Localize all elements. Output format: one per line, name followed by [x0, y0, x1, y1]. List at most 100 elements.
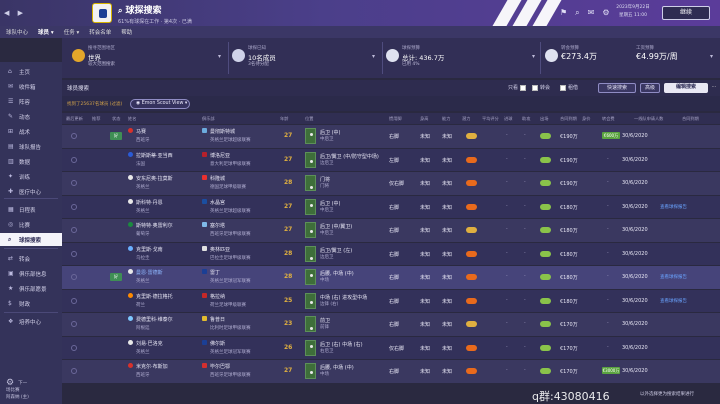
- status-indicator[interactable]: [71, 203, 77, 210]
- sidebar-item[interactable]: ☰ 阵容: [0, 95, 62, 108]
- status-indicator[interactable]: [71, 297, 77, 304]
- menu-item[interactable]: 转会名单: [89, 30, 112, 36]
- settings-icon[interactable]: ⚙: [6, 378, 15, 388]
- column-header[interactable]: 身价: [582, 116, 591, 121]
- status-indicator[interactable]: [71, 250, 77, 257]
- club-name[interactable]: 毕尔巴鄂: [210, 364, 231, 370]
- club-name[interactable]: 水晶宫: [210, 199, 226, 206]
- club-badge[interactable]: [92, 3, 112, 23]
- more-icon[interactable]: ⋯: [711, 84, 717, 90]
- club-name[interactable]: 佛尔斯: [210, 340, 226, 347]
- menu-item[interactable]: 任务 ▾: [63, 30, 80, 36]
- filter-check[interactable]: 只看: [508, 84, 527, 91]
- summary-panel-wage-budget[interactable]: 工资预算 €4.99万/周 ▾: [620, 43, 715, 73]
- table-row[interactable]: 克里斯·德拉格托 荷兰 格拉纳 荷兰足球甲级联赛 25 中场 (右) 进攻型中场 边锋 (右…: [62, 289, 720, 312]
- table-row[interactable]: 好 马赛 西班牙 曼彻斯特城 英格兰足球超级联赛 27 后卫 (中) 中后卫 右脚 未知 未知 - - €…: [62, 125, 720, 148]
- advanced-button[interactable]: 高级: [640, 83, 660, 93]
- scout-report-link[interactable]: 查看球探报告: [660, 275, 687, 280]
- column-header[interactable]: 推荐: [92, 116, 101, 121]
- table-row[interactable]: 安东尼奥·拉莫斯 英格兰 科隆城 德国足球甲级联赛 28 门将 门将 仅右脚 未知 未知 - - €19…: [62, 172, 720, 195]
- table-row[interactable]: 拉斯斯蒂·亚当西 法国 博洛尼亚 意大利足球甲级联赛 27 后卫/翼卫 (中/防守型中场)…: [62, 148, 720, 171]
- menu-item[interactable]: 球员 ▾: [38, 30, 54, 36]
- sidebar-item[interactable]: ✎ 动态: [0, 110, 62, 123]
- column-header[interactable]: 平均评分: [482, 116, 499, 121]
- loan-check[interactable]: 租借: [560, 84, 578, 91]
- club-name[interactable]: 奥林匹亚: [210, 246, 231, 253]
- sidebar-item[interactable]: ⌂ 主页: [0, 65, 62, 78]
- sidebar-item[interactable]: ⇄ 转会: [0, 252, 62, 265]
- nav-arrows-icon[interactable]: ◀ ▶: [4, 9, 26, 17]
- sidebar-item[interactable]: ✚ 医疗中心: [0, 185, 62, 198]
- column-header[interactable]: 合同到期: [560, 116, 577, 121]
- table-row[interactable]: 克里斯·戈南 乌拉圭 奥林匹亚 巴拉圭足球甲级联赛 28 后卫/翼卫 (左) 边后卫 右脚 未知…: [62, 242, 720, 265]
- chevron-down-icon[interactable]: ▾: [710, 53, 714, 60]
- status-indicator[interactable]: [71, 156, 77, 163]
- edit-search-button[interactable]: 编辑搜索: [664, 83, 708, 93]
- checkbox[interactable]: [560, 84, 566, 91]
- status-indicator[interactable]: [71, 344, 77, 351]
- chevron-down-icon[interactable]: ▾: [532, 53, 536, 60]
- menu-item[interactable]: 球队中心: [6, 30, 29, 36]
- sidebar-item[interactable]: ✉ 收件箱: [0, 80, 62, 93]
- checkbox[interactable]: [532, 84, 538, 91]
- table-row[interactable]: 斯特特·奥雷利尔 葡萄牙 塞尔塔 西班牙足球甲级联赛 27 后卫 (中/翼卫) 中后卫 右脚 未…: [62, 219, 720, 242]
- sidebar-item[interactable]: ⊞ 战术: [0, 125, 62, 138]
- sidebar-item[interactable]: ★ 俱乐部愿景: [0, 282, 62, 295]
- table-row[interactable]: 好 曼恩·雷德斯 英格兰 雷丁 英格兰足球冠军联赛 28 后腰, 中场 (中) 中场 右脚 未知 未…: [62, 266, 720, 289]
- column-header[interactable]: 状态: [112, 116, 121, 121]
- player-name[interactable]: 克里斯·戈南: [136, 246, 163, 253]
- status-indicator[interactable]: [71, 321, 77, 327]
- club-name[interactable]: 曼彻斯特城: [210, 129, 236, 135]
- sidebar-item[interactable]: ❖ 培养中心: [0, 315, 62, 328]
- status-indicator[interactable]: [71, 274, 77, 280]
- sidebar-item[interactable]: ✦ 训练: [0, 170, 62, 183]
- scout-report-link[interactable]: 查看球探报告: [660, 298, 687, 304]
- table-row[interactable]: 米克尔·布斯加 西班牙 毕尔巴鄂 西班牙足球甲级联赛 27 后腰, 中场 (中) 中场 右脚 未…: [62, 360, 720, 383]
- table-row[interactable]: 斯科特·丹恩 英格兰 水晶宫 英格兰足球超级联赛 27 后卫 (中) 中后卫 右脚 未知 未知 - -…: [62, 195, 720, 218]
- menu-item[interactable]: 帮助: [121, 30, 133, 36]
- continue-button[interactable]: 继续: [662, 6, 710, 20]
- player-name[interactable]: 斯特特·奥雷利尔: [136, 223, 173, 229]
- table-row[interactable]: 刘易·巴洛克 英格兰 佛尔斯 英格兰足球冠军联赛 26 后卫 (右) 中场 (右) 右后卫 仅…: [62, 336, 720, 359]
- sidebar-item[interactable]: ⌕ 球探搜索: [0, 233, 62, 246]
- player-name[interactable]: 米克尔·布斯加: [136, 364, 168, 370]
- column-header[interactable]: 姓名: [128, 116, 137, 121]
- club-name[interactable]: 博洛尼亚: [210, 152, 231, 159]
- sidebar-item[interactable]: ▤ 球队报告: [0, 140, 62, 153]
- column-header[interactable]: 潜力: [462, 116, 471, 121]
- club-name[interactable]: 格拉纳: [210, 293, 226, 300]
- summary-panel-scout-budget[interactable]: 球探预算 总计: 436.7万 已用 4% ▾: [386, 43, 536, 73]
- player-name[interactable]: 刘易·巴洛克: [136, 340, 163, 347]
- player-name[interactable]: 克里斯·德拉格托: [136, 293, 173, 300]
- column-header[interactable]: 惯用脚: [389, 116, 402, 121]
- sidebar-item[interactable]: ▥ 数据: [0, 155, 62, 168]
- status-indicator[interactable]: [71, 368, 77, 374]
- status-indicator[interactable]: [71, 180, 77, 186]
- club-name[interactable]: 科隆城: [210, 176, 226, 182]
- chevron-down-icon[interactable]: ▾: [218, 53, 222, 60]
- player-name[interactable]: 安东尼奥·拉莫斯: [136, 176, 173, 182]
- status-indicator[interactable]: [71, 227, 77, 233]
- scout-report-link[interactable]: 查看球探报告: [660, 204, 687, 210]
- table-row[interactable]: 费德里科·维泰尔 阿根廷 鲁普日 比利时足球甲级联赛 23 前卫 前锋 右脚 未知 未知 - - €17…: [62, 313, 720, 336]
- column-header[interactable]: 年龄: [280, 116, 289, 121]
- player-name[interactable]: 拉斯斯蒂·亚当西: [136, 152, 173, 159]
- transfer-check[interactable]: 转会: [532, 84, 550, 91]
- sidebar-item[interactable]: ◎ 比赛: [0, 218, 62, 231]
- column-header[interactable]: 能力: [442, 116, 451, 121]
- column-header[interactable]: 出场: [540, 116, 549, 121]
- player-name[interactable]: 斯科特·丹恩: [136, 199, 163, 206]
- column-header[interactable]: 俱乐部: [202, 116, 215, 121]
- column-header[interactable]: 合同到期: [682, 116, 699, 121]
- summary-panel-region[interactable]: 搜寻范围地区 世界 较大范围搜索 ▾: [72, 43, 222, 73]
- mail-icon[interactable]: ✉: [587, 8, 595, 17]
- summary-panel-scouts[interactable]: 球探已知 10名成员 3名待分配 ▾: [232, 43, 377, 73]
- sidebar-item[interactable]: ▣ 俱乐部信息: [0, 267, 62, 280]
- column-header[interactable]: 转会费: [602, 116, 615, 121]
- summary-panel-transfer-budget[interactable]: 转会预算 €273.4万: [545, 43, 625, 73]
- player-name[interactable]: 曼恩·雷德斯: [136, 270, 163, 276]
- column-header[interactable]: 助攻: [522, 116, 531, 121]
- view-selector[interactable]: ◉ Emon Scout View ▾: [130, 99, 190, 109]
- status-indicator[interactable]: [71, 133, 77, 139]
- chevron-down-icon[interactable]: ▾: [372, 53, 376, 60]
